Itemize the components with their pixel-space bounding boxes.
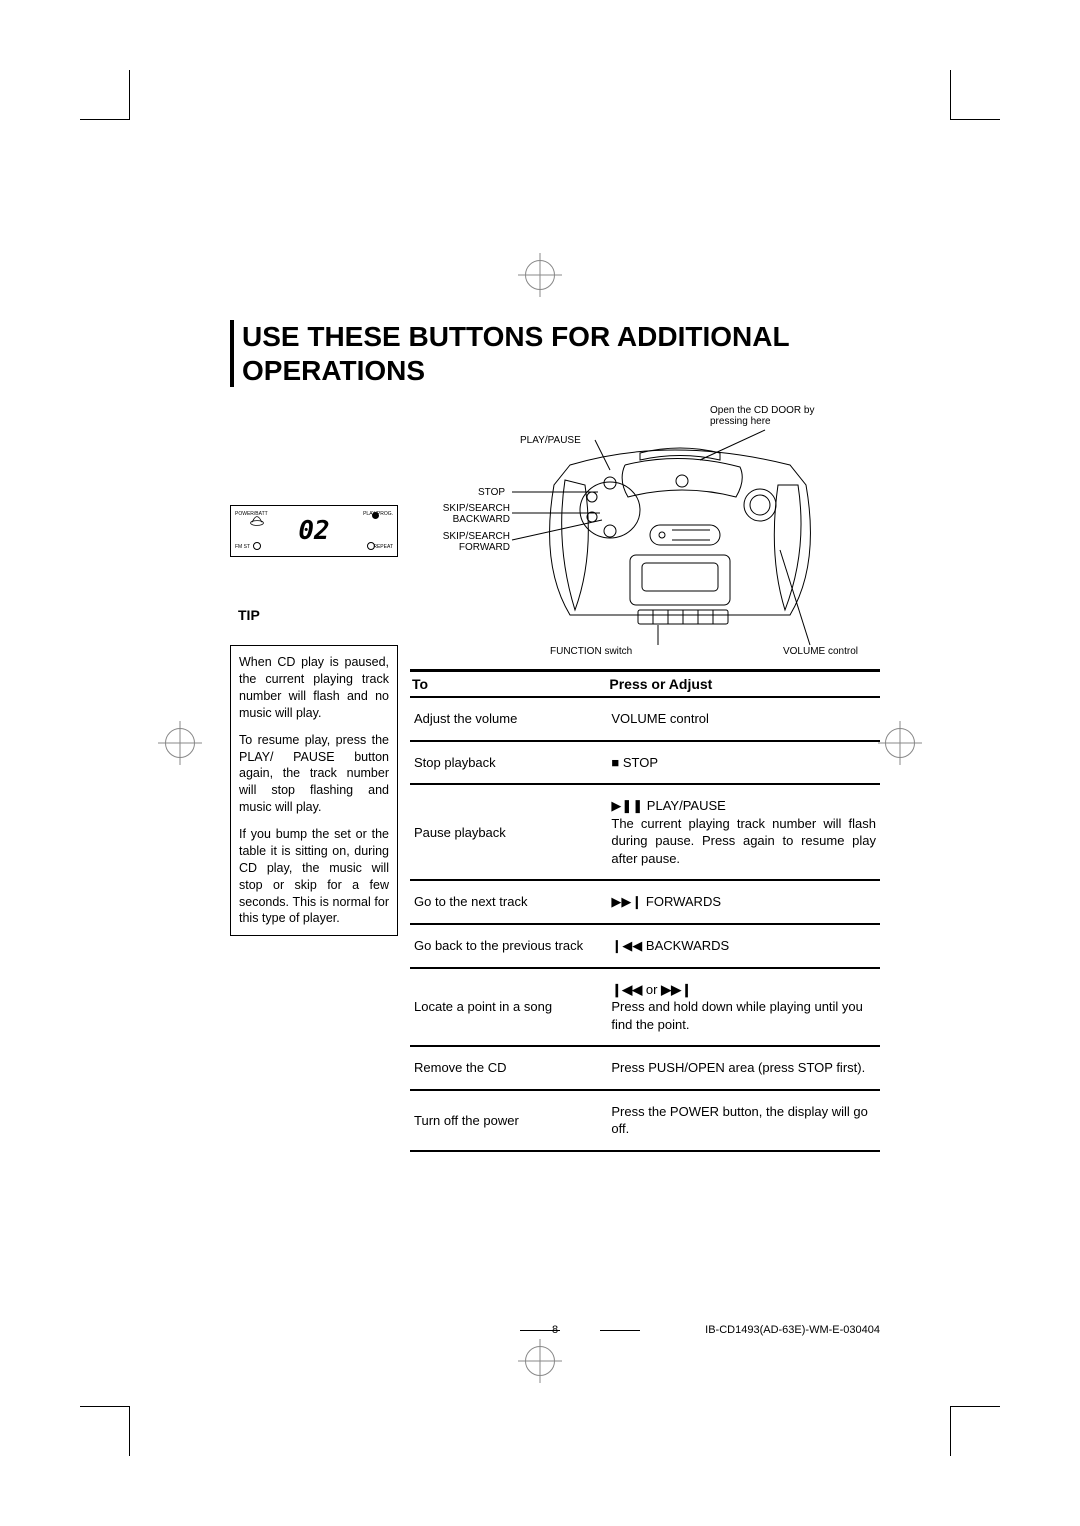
skip-fwd-icon: ▶▶❙ bbox=[611, 894, 642, 909]
col-press: Press or Adjust bbox=[607, 671, 880, 698]
skip-back-icon: ❙◀◀ bbox=[611, 938, 642, 953]
operations-table: To Press or Adjust Adjust the volume VOL… bbox=[410, 669, 880, 1152]
cell: ▶❚❚ PLAY/PAUSE The current playing track… bbox=[607, 784, 880, 880]
cell: Pause playback bbox=[410, 784, 607, 880]
table-row: Adjust the volume VOLUME control bbox=[410, 697, 880, 741]
registration-mark bbox=[885, 728, 915, 758]
table-row: Go to the next track ▶▶❙ FORWARDS bbox=[410, 880, 880, 924]
circle-icon bbox=[253, 542, 261, 550]
table-row: Pause playback ▶❚❚ PLAY/PAUSE The curren… bbox=[410, 784, 880, 880]
cell: VOLUME control bbox=[607, 697, 880, 741]
device-diagram: Open the CD DOOR by pressing here PLAY/P… bbox=[410, 405, 880, 665]
page-number: 8 bbox=[552, 1324, 558, 1336]
diagram-label: VOLUME control bbox=[783, 646, 858, 657]
cell: Go to the next track bbox=[410, 880, 607, 924]
cell: Adjust the volume bbox=[410, 697, 607, 741]
cell: Press PUSH/OPEN area (press STOP first). bbox=[607, 1046, 880, 1090]
footer-ref: IB-CD1493(AD-63E)-WM-E-030404 bbox=[705, 1324, 880, 1336]
cell: Turn off the power bbox=[410, 1090, 607, 1151]
tips-box: When CD play is paused, the current play… bbox=[230, 645, 398, 936]
diagram-label: STOP bbox=[478, 487, 505, 498]
tip-para: To resume play, press the PLAY/ PAUSE bu… bbox=[239, 732, 389, 816]
tip-heading: TIP bbox=[238, 607, 398, 623]
skip-icons: ❙◀◀ or ▶▶❙ bbox=[611, 982, 692, 997]
diagram-label: FUNCTION switch bbox=[550, 646, 632, 657]
dot-icon bbox=[372, 512, 379, 519]
cell: ❙◀◀ or ▶▶❙ Press and hold down while pla… bbox=[607, 968, 880, 1047]
diagram-label: SKIP/SEARCHBACKWARD bbox=[410, 503, 510, 525]
crop-mark bbox=[80, 70, 130, 120]
cell: ■ STOP bbox=[607, 741, 880, 785]
cell: ❙◀◀ BACKWARDS bbox=[607, 924, 880, 968]
diagram-label: Open the CD DOOR by pressing here bbox=[710, 405, 840, 427]
main-column: Open the CD DOOR by pressing here PLAY/P… bbox=[410, 405, 880, 1152]
crop-mark bbox=[950, 1406, 1000, 1456]
track-digits: 02 bbox=[281, 514, 347, 548]
sidebar: POWER/BATT FM ST PLAY/PROG. REPEAT 02 TI… bbox=[230, 405, 398, 1152]
cell: ▶▶❙ FORWARDS bbox=[607, 880, 880, 924]
lcd-display-thumb: POWER/BATT FM ST PLAY/PROG. REPEAT 02 bbox=[230, 505, 398, 557]
cell: Press the POWER button, the display will… bbox=[607, 1090, 880, 1151]
cell: Remove the CD bbox=[410, 1046, 607, 1090]
table-row: Turn off the power Press the POWER butto… bbox=[410, 1090, 880, 1151]
table-row: Remove the CD Press PUSH/OPEN area (pres… bbox=[410, 1046, 880, 1090]
col-to: To bbox=[410, 671, 607, 698]
table-row: Stop playback ■ STOP bbox=[410, 741, 880, 785]
crop-mark bbox=[80, 1406, 130, 1456]
diagram-label: SKIP/SEARCHFORWARD bbox=[410, 531, 510, 553]
title-section: USE THESE BUTTONS FOR ADDITIONAL OPERATI… bbox=[230, 320, 880, 387]
crop-mark bbox=[950, 70, 1000, 120]
label: FM ST bbox=[235, 545, 250, 550]
page-title: USE THESE BUTTONS FOR ADDITIONAL OPERATI… bbox=[242, 320, 880, 387]
table-row: Go back to the previous track ❙◀◀ BACKWA… bbox=[410, 924, 880, 968]
cell: Locate a point in a song bbox=[410, 968, 607, 1047]
registration-mark bbox=[525, 1346, 555, 1376]
registration-mark bbox=[165, 728, 195, 758]
tip-para: If you bump the set or the table it is s… bbox=[239, 826, 389, 927]
tip-para: When CD play is paused, the current play… bbox=[239, 654, 389, 722]
diagram-label: PLAY/PAUSE bbox=[520, 435, 581, 446]
table-row: Locate a point in a song ❙◀◀ or ▶▶❙ Pres… bbox=[410, 968, 880, 1047]
dash bbox=[600, 1330, 640, 1331]
registration-mark bbox=[525, 260, 555, 290]
play-pause-icon: ▶❚❚ bbox=[611, 798, 643, 813]
label: REPEAT bbox=[373, 545, 393, 550]
cell: Go back to the previous track bbox=[410, 924, 607, 968]
cell: Stop playback bbox=[410, 741, 607, 785]
